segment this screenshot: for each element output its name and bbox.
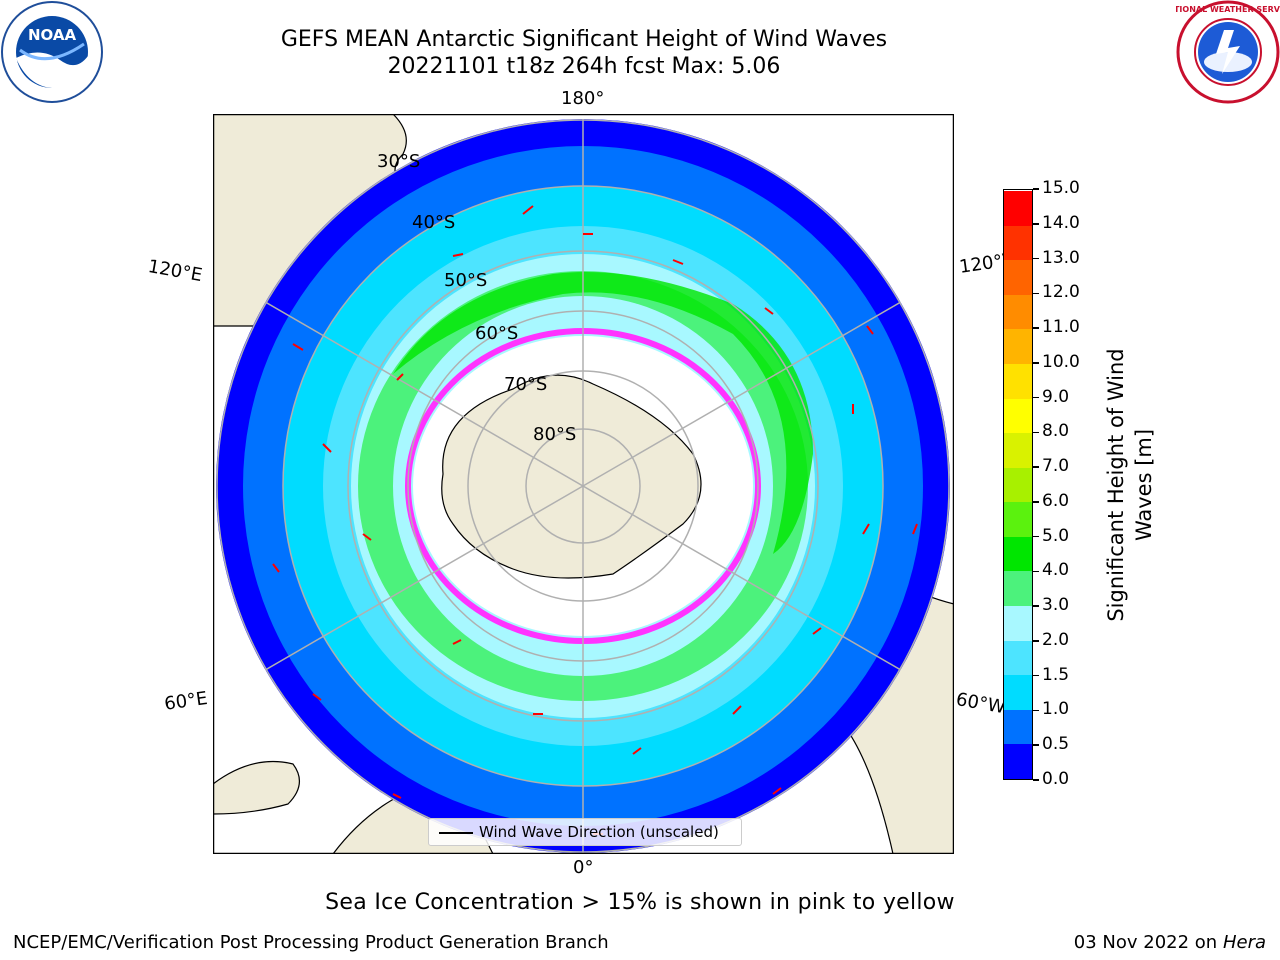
lat-label-40s: 40°S	[412, 212, 456, 233]
graticule	[216, 119, 950, 853]
colorbar-tick-mark	[1033, 535, 1039, 538]
colorbar-tick-mark	[1033, 744, 1039, 746]
colorbar-tick-label: 10.0	[1042, 351, 1080, 372]
noaa-logo-text: NOAA	[28, 26, 77, 44]
colorbar-segment	[1004, 467, 1032, 503]
colorbar	[1003, 189, 1033, 780]
legend-line	[439, 832, 473, 834]
colorbar-segment	[1004, 743, 1032, 779]
colorbar-tick-label: 11.0	[1042, 317, 1080, 338]
sea-ice-note: Sea Ice Concentration > 15% is shown in …	[325, 890, 955, 915]
colorbar-segment	[1004, 398, 1032, 434]
colorbar-tick-label: 4.0	[1042, 560, 1070, 581]
colorbar-segment	[1004, 709, 1032, 745]
colorbar-segment	[1004, 640, 1032, 676]
map-title: GEFS MEAN Antarctic Significant Height o…	[0, 26, 1168, 80]
colorbar-tick-mark	[1033, 674, 1039, 677]
colorbar-tick-label: 7.0	[1042, 456, 1070, 477]
nws-logo: NATIONAL WEATHER SERVICE	[1176, 0, 1280, 104]
colorbar-tick-mark	[1033, 466, 1039, 468]
colorbar-tick-label: 0.0	[1042, 769, 1070, 789]
antarctica-land	[441, 374, 702, 579]
colorbar-tick-mark	[1033, 431, 1039, 434]
colorbar-segment	[1004, 432, 1032, 468]
colorbar-segment	[1004, 259, 1032, 295]
map-legend: Wind Wave Direction (unscaled)	[428, 818, 742, 846]
footer-date: 03 Nov 2022 on Hera	[1074, 932, 1266, 953]
colorbar-segment	[1004, 674, 1032, 710]
colorbar-tick-mark	[1033, 327, 1039, 329]
colorbar-segment	[1004, 328, 1032, 364]
colorbar-tick-label: 2.0	[1042, 629, 1070, 650]
title-line-1: GEFS MEAN Antarctic Significant Height o…	[280, 27, 888, 52]
colorbar-tick-label: 6.0	[1042, 490, 1070, 511]
nws-logo-text: NATIONAL WEATHER SERVICE	[1176, 5, 1280, 14]
lon-label-60e: 60°E	[163, 687, 209, 715]
footer-machine: Hera	[1222, 932, 1266, 953]
colorbar-tick-label: 12.0	[1042, 282, 1080, 303]
colorbar-segment	[1004, 536, 1032, 572]
colorbar-tick-label: 8.0	[1042, 421, 1070, 442]
colorbar-tick-mark	[1033, 257, 1039, 260]
colorbar-segment	[1004, 605, 1032, 641]
footer-date-text: 03 Nov 2022 on	[1073, 932, 1218, 953]
colorbar-tick-label: 0.5	[1042, 734, 1070, 755]
colorbar-tick-label: 1.0	[1042, 699, 1070, 720]
colorbar-segment	[1004, 294, 1032, 330]
colorbar-tick-label: 3.0	[1042, 595, 1070, 616]
lon-label-60w: 60°W	[954, 689, 1007, 719]
colorbar-segment	[1004, 363, 1032, 399]
colorbar-tick-mark	[1033, 501, 1039, 503]
colorbar-tick-mark	[1033, 396, 1039, 399]
colorbar-tick-mark	[1033, 640, 1039, 642]
colorbar-tick-mark	[1033, 570, 1039, 573]
colorbar-tick-label: 15.0	[1042, 178, 1080, 198]
colorbar-tick-mark	[1033, 188, 1039, 190]
lon-label-180: 180°	[561, 88, 605, 109]
colorbar-tick-label: 5.0	[1042, 525, 1070, 546]
lat-label-80s: 80°S	[533, 424, 577, 445]
title-line-2: 20221101 t18z 264h fcst Max: 5.06	[387, 54, 781, 79]
lon-label-120e: 120°E	[146, 256, 204, 287]
colorbar-tick-label: 9.0	[1042, 386, 1070, 407]
lat-label-30s: 30°S	[377, 151, 421, 172]
colorbar-tick-mark	[1033, 709, 1039, 712]
lat-label-60s: 60°S	[475, 323, 519, 344]
legend-text: Wind Wave Direction (unscaled)	[479, 823, 719, 841]
colorbar-tick-mark	[1033, 223, 1039, 225]
colorbar-tick-mark	[1033, 362, 1039, 364]
colorbar-segment	[1004, 570, 1032, 607]
colorbar-tick-mark	[1033, 292, 1039, 295]
colorbar-segment	[1004, 190, 1032, 226]
noaa-logo: NOAA	[1, 1, 103, 103]
antarctic-map	[213, 114, 954, 854]
lat-label-50s: 50°S	[444, 270, 488, 291]
footer-credit: NCEP/EMC/Verification Post Processing Pr…	[13, 932, 609, 953]
colorbar-tick-label: 14.0	[1042, 212, 1080, 233]
colorbar-segment	[1004, 501, 1032, 537]
colorbar-tick-label: 1.5	[1042, 664, 1070, 685]
colorbar-segment	[1004, 225, 1032, 261]
lon-label-0: 0°	[573, 857, 594, 878]
colorbar-tick-label: 13.0	[1042, 247, 1080, 268]
lat-label-70s: 70°S	[504, 374, 548, 395]
colorbar-tick-mark	[1033, 779, 1039, 781]
colorbar-tick-mark	[1033, 605, 1039, 607]
